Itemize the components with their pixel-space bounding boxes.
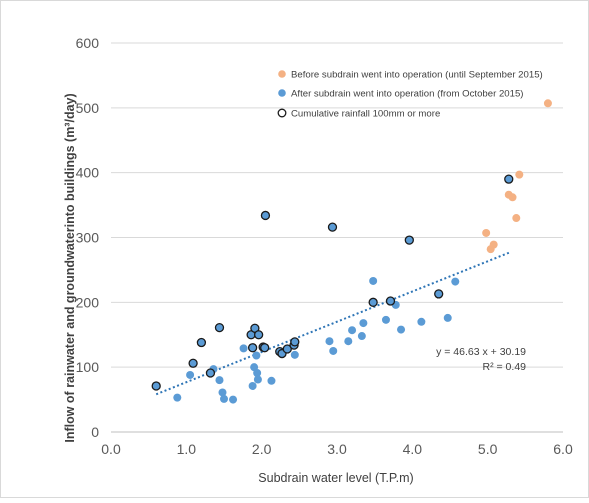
point-after-subdrain [252,351,261,360]
point-rainfall-100mm [214,322,225,333]
point-rainfall-100mm [434,289,444,299]
point-rainfall-100mm [282,344,292,354]
x-tick-label: 5.0 [478,441,498,457]
legend-marker [277,108,287,118]
point-rainfall-100mm [290,337,300,347]
point-after-subdrain [451,277,460,286]
x-tick-label: 4.0 [403,441,423,457]
point-after-subdrain [173,393,182,402]
point-after-subdrain [220,394,228,403]
point-before-subdrain [512,214,521,223]
x-tick-label: 1.0 [177,441,197,457]
point-rainfall-100mm [247,343,258,353]
x-axis-label: Subdrain water level (T.P.m) [258,471,413,485]
trendline-equation: y = 46.63 x + 30.19 [436,346,526,358]
point-after-subdrain [359,319,368,328]
y-tick-label: 300 [76,230,100,246]
legend-label: Cumulative rainfall 100mm or more [291,109,440,120]
point-rainfall-100mm [151,381,161,391]
point-rainfall-100mm [196,337,207,348]
point-rainfall-100mm [385,296,396,306]
y-tick-label: 400 [76,165,100,181]
point-after-subdrain [248,381,257,390]
point-after-subdrain [186,370,195,379]
point-after-subdrain [381,315,390,324]
y-axis-label: Inflow of rainwater and groundwaterinto … [63,93,77,442]
x-tick-label: 3.0 [327,441,347,457]
point-before-subdrain [515,170,524,179]
y-tick-label: 500 [76,100,100,116]
point-after-subdrain [357,332,366,341]
point-after-subdrain [348,326,357,335]
point-after-subdrain [239,344,248,353]
point-rainfall-100mm [504,174,514,184]
point-before-subdrain [489,240,498,249]
point-after-subdrain [329,346,338,355]
point-after-subdrain [397,325,406,334]
point-rainfall-100mm [368,297,378,307]
legend: Before subdrain went into operation (unt… [277,70,543,120]
point-after-subdrain [369,276,378,285]
point-after-subdrain [218,388,227,397]
legend-label: After subdrain went into operation (from… [291,89,524,100]
legend-marker [278,70,286,78]
trendline-r-squared: R² = 0.49 [483,361,527,373]
point-rainfall-100mm [404,235,414,245]
point-after-subdrain [229,395,238,404]
x-tick-label: 6.0 [553,441,573,457]
point-before-subdrain [543,99,552,108]
point-before-subdrain [482,228,491,237]
point-after-subdrain [253,375,262,384]
point-after-subdrain [267,376,276,385]
legend-marker [278,89,286,97]
point-rainfall-100mm [205,368,216,378]
point-after-subdrain [344,337,353,346]
point-after-subdrain [215,376,224,385]
point-after-subdrain [443,313,452,322]
point-after-subdrain [417,317,426,326]
point-rainfall-100mm [254,330,264,340]
y-tick-label: 600 [76,35,100,51]
x-tick-label: 0.0 [101,441,121,457]
x-tick-label: 2.0 [252,441,272,457]
y-tick-label: 100 [76,359,100,375]
point-rainfall-100mm [188,358,198,368]
point-after-subdrain [290,350,299,359]
point-before-subdrain [508,193,517,202]
point-rainfall-100mm [327,222,338,232]
point-after-subdrain [253,369,262,378]
point-after-subdrain [325,337,334,346]
point-rainfall-100mm [260,343,270,353]
grid-lines [111,42,563,433]
points-layer [151,99,552,404]
point-rainfall-100mm [260,210,271,221]
y-tick-label: 200 [76,294,100,310]
y-tick-label: 0 [91,424,99,440]
axis-labels: 0 100 200 300 400 500 600 0.0 1.0 2.0 3.0 4.0 5.0 6.0 [76,35,573,457]
legend-label: Before subdrain went into operation (unt… [291,70,543,81]
